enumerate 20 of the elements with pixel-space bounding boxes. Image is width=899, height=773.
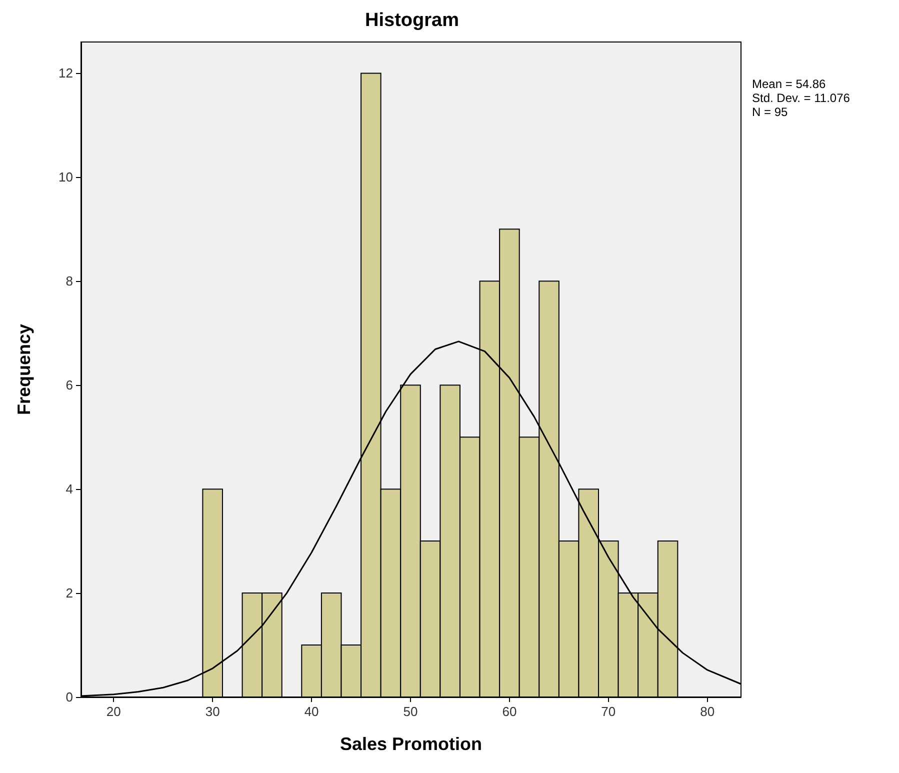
y-tick-label: 8 xyxy=(66,274,73,289)
text: Mean = 54.86 xyxy=(752,77,826,91)
x-tick-label: 30 xyxy=(205,704,220,719)
x-tick-label: 40 xyxy=(304,704,319,719)
y-tick-label: 6 xyxy=(66,378,73,393)
y-axis-title: Frequency xyxy=(14,324,34,416)
x-tick-label: 70 xyxy=(601,704,616,719)
x-tick-label: 60 xyxy=(502,704,517,719)
y-tick-label: 0 xyxy=(66,690,73,704)
text: Std. Dev. = 11.076 xyxy=(752,91,850,105)
y-tick-label: 10 xyxy=(58,170,73,185)
y-tick-label: 2 xyxy=(66,586,73,601)
y-tick-label: 12 xyxy=(58,66,73,81)
chart-title: Histogram xyxy=(365,10,459,31)
y-tick-label: 4 xyxy=(66,482,73,497)
x-tick-label: 20 xyxy=(106,704,121,719)
x-tick-label: 80 xyxy=(700,704,715,719)
x-tick-label: 50 xyxy=(403,704,418,719)
x-axis-title: Sales Promotion xyxy=(340,734,482,754)
text: N = 95 xyxy=(752,105,788,119)
